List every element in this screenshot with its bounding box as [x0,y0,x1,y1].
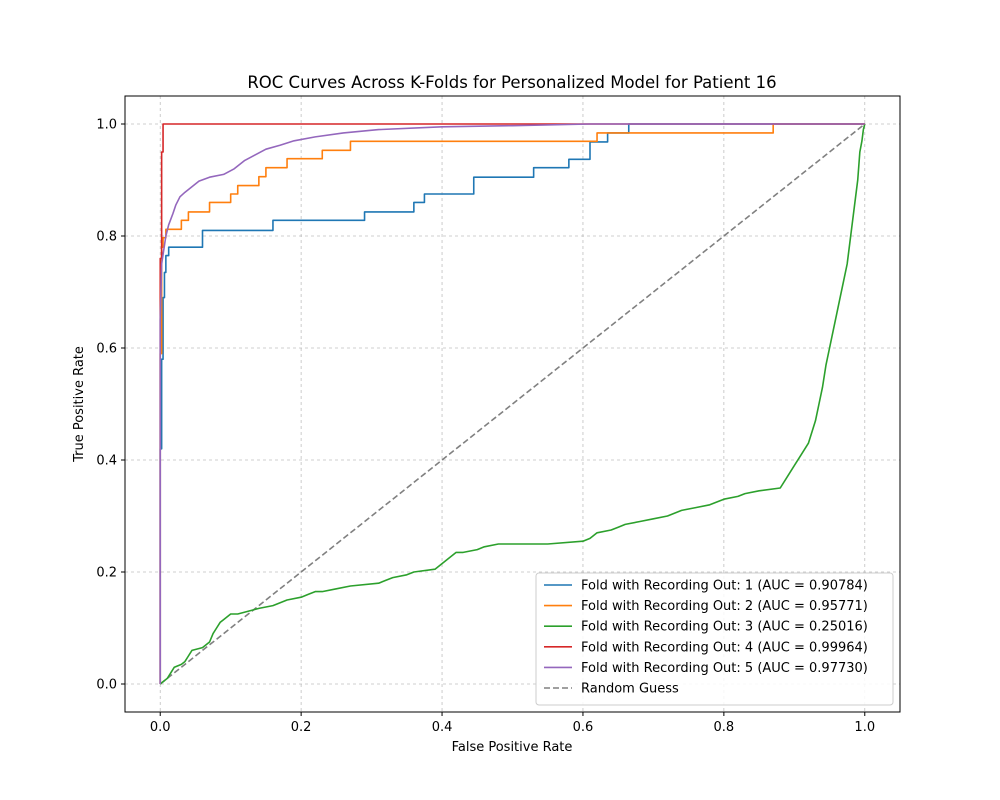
legend-label: Fold with Recording Out: 1 (AUC = 0.9078… [581,579,868,594]
legend-label: Fold with Recording Out: 2 (AUC = 0.9577… [581,599,868,614]
series-line-2 [159,123,865,684]
legend: Fold with Recording Out: 1 (AUC = 0.9078… [535,572,894,706]
x-tick-label: 0.2 [291,720,312,735]
y-axis-label: True Positive Rate [72,346,87,463]
series-line-5 [159,123,865,684]
x-axis-label: False Positive Rate [452,740,573,755]
legend-label: Fold with Recording Out: 4 (AUC = 0.9996… [581,640,868,655]
legend-box [535,572,894,706]
chart-title: ROC Curves Across K-Folds for Personaliz… [247,73,776,92]
y-tick-label: 0.6 [96,342,117,357]
plot-lines [159,123,866,685]
x-tick-label: 0.0 [150,720,171,735]
series-line-1 [159,123,865,684]
legend-label: Fold with Recording Out: 3 (AUC = 0.2501… [581,620,868,635]
y-tick-label: 0.2 [96,566,117,581]
x-tick-label: 0.4 [432,720,453,735]
y-tick-label: 0.0 [96,678,117,693]
x-tick-label: 1.0 [854,720,875,735]
series-line-3 [159,123,866,685]
y-tick-label: 0.4 [96,454,117,469]
axis-ticks: 0.0 0.2 0.4 0.6 0.8 1.0 0.0 0.2 0.4 0.6 0.8 1.0 [96,118,875,736]
y-tick-label: 0.8 [96,230,117,245]
x-tick-label: 0.6 [573,720,594,735]
legend-label: Random Guess [581,682,679,697]
series-line-6 [159,123,866,685]
y-tick-label: 1.0 [96,118,117,133]
legend-label: Fold with Recording Out: 5 (AUC = 0.9773… [581,661,868,676]
x-tick-label: 0.8 [714,720,735,735]
plot-frame [124,95,901,713]
